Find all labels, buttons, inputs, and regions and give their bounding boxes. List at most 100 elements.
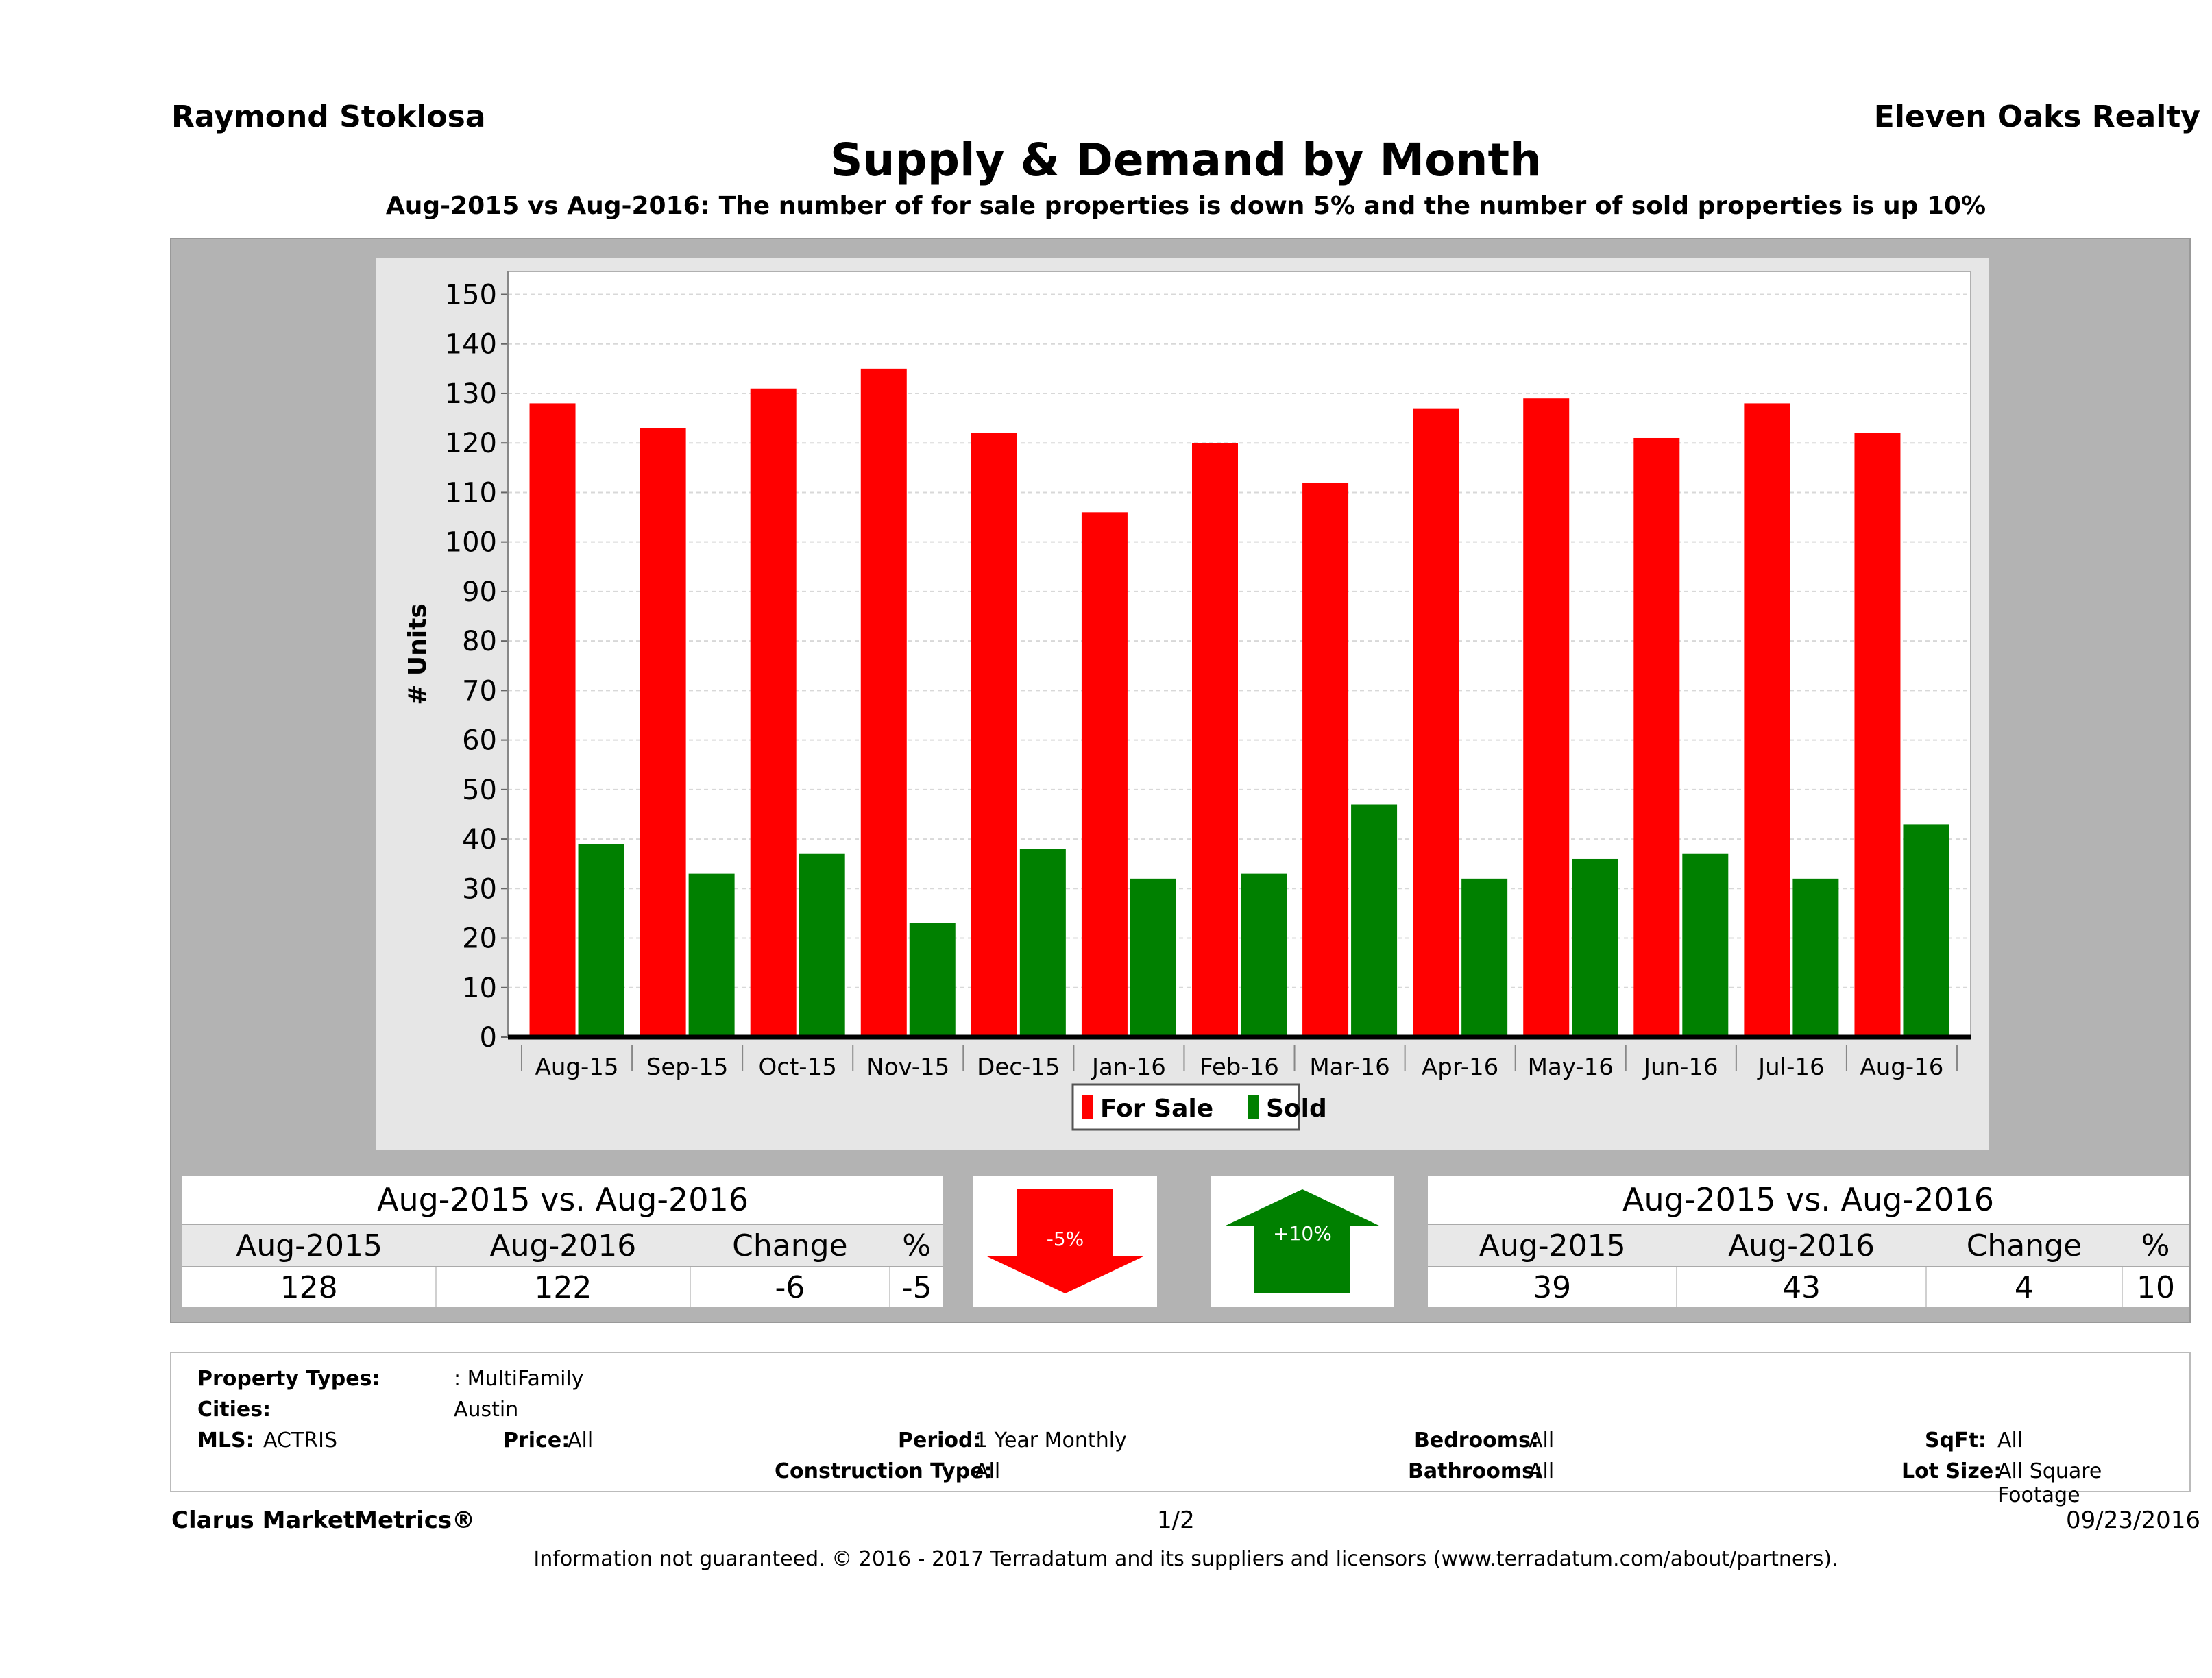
legend-swatch bbox=[1082, 1095, 1093, 1119]
agent-name: Raymond Stoklosa bbox=[171, 99, 486, 134]
sqft-label: SqFt: bbox=[1925, 1428, 1986, 1452]
bar-for-sale bbox=[1523, 398, 1570, 1037]
property-types-label: Property Types: bbox=[197, 1367, 380, 1391]
footer-brand: Clarus MarketMetrics® bbox=[171, 1507, 476, 1534]
x-tick-label: Aug-15 bbox=[535, 1054, 619, 1081]
up-arrow-label: +10% bbox=[1273, 1222, 1332, 1245]
sold-comparison-table: Aug-2015 vs. Aug-2016 Aug-2015 Aug-2016 … bbox=[1428, 1176, 2189, 1307]
up-arrow-icon: +10% bbox=[1224, 1189, 1381, 1293]
search-criteria: Property Types: : MultiFamily Cities: Au… bbox=[170, 1352, 2191, 1507]
bar-for-sale bbox=[1854, 433, 1901, 1037]
y-tick-label: 10 bbox=[462, 973, 497, 1004]
legend-box bbox=[1071, 1083, 1300, 1131]
bar-sold bbox=[1351, 804, 1398, 1037]
bar-sold bbox=[1682, 853, 1729, 1037]
bar-for-sale bbox=[1413, 408, 1459, 1037]
mls-value: ACTRIS bbox=[263, 1428, 338, 1452]
bar-sold bbox=[1461, 878, 1508, 1037]
table-cell: 4 bbox=[1925, 1267, 2124, 1307]
bar-sold bbox=[799, 853, 845, 1037]
property-types-value: : MultiFamily bbox=[454, 1367, 584, 1391]
bar-sold bbox=[1572, 858, 1618, 1037]
bar-for-sale bbox=[1744, 403, 1790, 1037]
bar-for-sale bbox=[1633, 437, 1680, 1037]
bar-for-sale bbox=[1302, 482, 1349, 1037]
bedrooms-value: All bbox=[1529, 1428, 1555, 1452]
bar-sold bbox=[1019, 849, 1066, 1037]
y-tick-label: 90 bbox=[462, 576, 497, 608]
x-tick-label: May-16 bbox=[1528, 1054, 1614, 1081]
down-arrow-label: -5% bbox=[1047, 1228, 1084, 1250]
report-date: 09/23/2016 bbox=[2066, 1507, 2200, 1534]
y-axis-label: # Units bbox=[404, 603, 432, 705]
y-tick-label: 150 bbox=[445, 280, 497, 311]
column-header: Aug-2016 bbox=[436, 1224, 690, 1267]
y-tick-label: 50 bbox=[462, 775, 497, 806]
table-cell: 128 bbox=[182, 1267, 437, 1307]
table-cell: -5 bbox=[901, 1269, 932, 1305]
bathrooms-value: All bbox=[1529, 1459, 1555, 1483]
y-tick-label: 60 bbox=[462, 725, 497, 757]
y-tick-label: 20 bbox=[462, 923, 497, 955]
lot-size-value: All Square Footage bbox=[1997, 1459, 2102, 1507]
bar-sold bbox=[688, 873, 735, 1037]
column-header: Aug-2016 bbox=[1677, 1224, 1926, 1267]
bar-sold bbox=[909, 923, 956, 1037]
legend-swatch bbox=[1248, 1095, 1259, 1119]
bar-for-sale bbox=[1192, 443, 1238, 1037]
bar-sold bbox=[1903, 824, 1949, 1037]
table-cell: 43 bbox=[1677, 1267, 1927, 1307]
y-tick-label: 100 bbox=[445, 527, 497, 559]
x-tick-label: Mar-16 bbox=[1309, 1054, 1390, 1081]
column-header: % bbox=[2122, 1224, 2189, 1267]
column-header: Change bbox=[1925, 1224, 2123, 1267]
x-tick-label: Jan-16 bbox=[1091, 1054, 1166, 1081]
table-cell: -6 bbox=[690, 1267, 891, 1307]
bar-for-sale bbox=[750, 388, 797, 1037]
chart-area: 0 10 20 30 40 50 60 70 80 90 100 110 120 130 140 150 # U… bbox=[376, 258, 1989, 1150]
sold-change-box: +10% bbox=[1211, 1176, 1394, 1307]
x-tick-label: Jul-16 bbox=[1757, 1054, 1825, 1081]
bar-for-sale bbox=[1081, 512, 1128, 1037]
sqft-value: All bbox=[1997, 1428, 2023, 1452]
price-label: Price: bbox=[503, 1428, 570, 1452]
down-arrow-icon: -5% bbox=[987, 1189, 1143, 1293]
bar-sold bbox=[1241, 873, 1287, 1037]
column-header: Aug-2015 bbox=[182, 1224, 437, 1267]
bedrooms-label: Bedrooms: bbox=[1414, 1428, 1539, 1452]
y-tick-label: 0 bbox=[480, 1022, 497, 1054]
price-value: All bbox=[568, 1428, 594, 1452]
column-header: Aug-2015 bbox=[1428, 1224, 1677, 1267]
x-tick-label: Nov-15 bbox=[866, 1054, 949, 1081]
x-tick-label: Dec-15 bbox=[977, 1054, 1060, 1081]
legend-label: Sold bbox=[1266, 1095, 1327, 1123]
legend-label: For Sale bbox=[1100, 1095, 1213, 1123]
y-tick-label: 120 bbox=[445, 428, 497, 459]
construction-type-value: All bbox=[975, 1459, 1001, 1483]
bar-sold bbox=[1792, 878, 1839, 1037]
bar-sold bbox=[1130, 878, 1176, 1037]
column-header: Change bbox=[690, 1224, 890, 1267]
y-tick-label: 30 bbox=[462, 873, 497, 905]
for-sale-change-box: -5% bbox=[973, 1176, 1157, 1307]
cities-label: Cities: bbox=[197, 1398, 271, 1422]
y-tick-label: 70 bbox=[462, 675, 497, 707]
bar-for-sale bbox=[529, 403, 576, 1037]
y-tick-label: 140 bbox=[445, 329, 497, 361]
y-tick-label: 40 bbox=[462, 824, 497, 855]
table-title: Aug-2015 vs. Aug-2016 bbox=[1622, 1181, 1995, 1218]
lot-size-label: Lot Size: bbox=[1901, 1459, 2002, 1483]
column-header: % bbox=[890, 1224, 943, 1267]
period-label: Period: bbox=[898, 1428, 982, 1452]
x-tick-label: Jun-16 bbox=[1642, 1054, 1718, 1081]
x-tick-label: Apr-16 bbox=[1422, 1054, 1498, 1081]
broker-name: Eleven Oaks Realty bbox=[1873, 99, 2200, 134]
y-tick-label: 130 bbox=[445, 378, 497, 410]
mls-label: MLS: bbox=[197, 1428, 254, 1452]
bar-for-sale bbox=[971, 433, 1017, 1037]
table-cell: 39 bbox=[1428, 1267, 1678, 1307]
x-tick-label: Aug-16 bbox=[1860, 1054, 1944, 1081]
construction-type-label: Construction Type: bbox=[775, 1459, 993, 1483]
y-tick-label: 80 bbox=[462, 626, 497, 657]
bar-for-sale bbox=[860, 368, 907, 1037]
